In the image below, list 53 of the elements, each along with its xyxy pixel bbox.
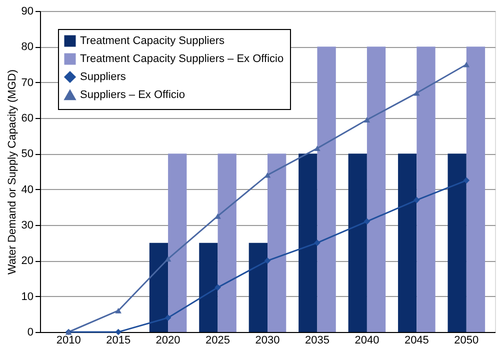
point [264, 172, 271, 178]
point [164, 314, 172, 321]
bar [416, 46, 436, 332]
x-tick-label: 2025 [206, 334, 230, 346]
point [314, 146, 320, 152]
y-tick-label: 80 [21, 41, 34, 54]
bar [149, 242, 168, 332]
y-tick-label: 0 [27, 326, 34, 338]
bar [298, 154, 318, 332]
point [414, 90, 420, 96]
bar [248, 242, 268, 332]
y-axis-title: Water Demand or Supply Capacity (MGD) [6, 70, 18, 274]
point [214, 284, 221, 291]
x-tick-label: 2010 [56, 334, 81, 346]
point [364, 218, 370, 225]
y-tick-label: 60 [21, 112, 34, 124]
legend-label: Suppliers [80, 71, 126, 83]
y-tick-label: 50 [21, 148, 34, 160]
y-tick-label: 90 [21, 6, 34, 18]
x-tick-label: 2015 [106, 334, 131, 346]
x-tick-label: 2020 [156, 334, 180, 346]
legend-label: Treatment Capacity Suppliers [80, 35, 225, 47]
bar [317, 46, 336, 332]
bar [218, 154, 236, 332]
point [463, 62, 470, 68]
bar [466, 46, 486, 332]
x-tick-label: 2040 [354, 334, 380, 346]
point [115, 328, 122, 336]
x-tick-label: 2045 [404, 334, 429, 346]
x-tick-label: 2035 [304, 334, 330, 346]
y-tick-label: 70 [21, 76, 34, 89]
point [463, 177, 470, 184]
bar [398, 154, 417, 332]
point [314, 240, 320, 246]
point [115, 308, 122, 314]
y-tick-label: 20 [21, 255, 34, 268]
bar [348, 154, 367, 332]
bar [199, 242, 218, 332]
y-tick-label: 40 [21, 184, 34, 196]
bar [366, 46, 386, 332]
x-tick-label: 2050 [454, 334, 479, 346]
bar [268, 154, 286, 332]
legend-label: Treatment Capacity Suppliers – Ex Officio [80, 53, 284, 65]
legend-label: Suppliers – Ex Officio [80, 89, 185, 101]
bar [448, 154, 466, 332]
x-tick-label: 2030 [255, 334, 280, 346]
point [414, 196, 420, 204]
point [364, 117, 370, 123]
y-tick-label: 10 [21, 290, 34, 303]
bar [168, 154, 187, 332]
y-tick-label: 30 [21, 220, 34, 232]
point [264, 258, 271, 264]
point [164, 256, 172, 262]
